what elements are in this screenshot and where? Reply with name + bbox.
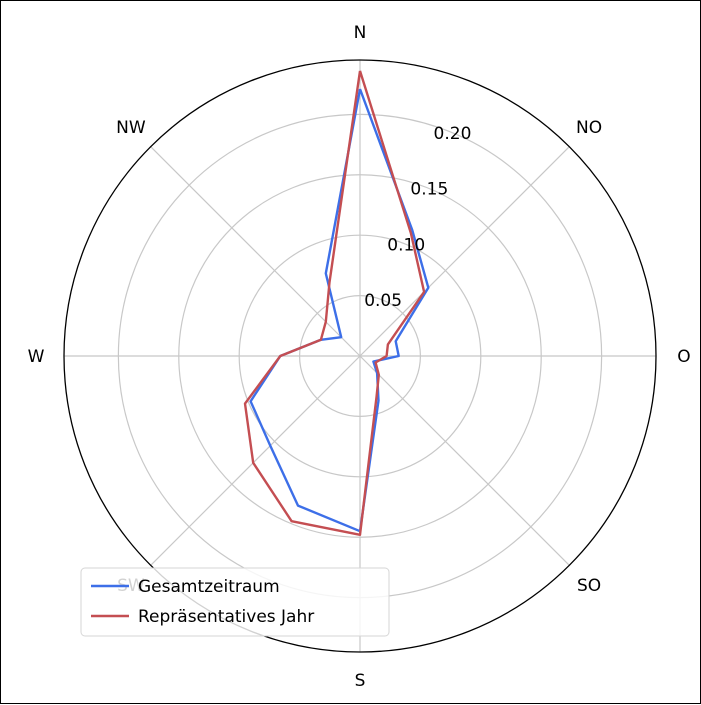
r-tick-label: 0.05 xyxy=(364,291,402,311)
series-layer xyxy=(243,70,430,536)
direction-label: S xyxy=(355,671,366,691)
direction-label: W xyxy=(28,347,45,367)
legend-label: Gesamtzeitraum xyxy=(138,577,280,597)
grid-layer xyxy=(63,59,657,653)
series-line xyxy=(243,70,426,536)
grid-spoke xyxy=(150,355,361,566)
direction-label: NW xyxy=(116,118,146,138)
direction-label: O xyxy=(677,347,690,367)
outer-boundary xyxy=(63,59,657,653)
grid-spoke xyxy=(359,146,570,357)
grid-spoke xyxy=(359,355,570,566)
direction-label: N xyxy=(354,23,367,43)
r-tick-label: 0.15 xyxy=(410,180,448,200)
legend: Gesamtzeitraum Repräsentatives Jahr xyxy=(80,567,390,637)
legend-box xyxy=(80,567,390,637)
direction-label: NO xyxy=(576,118,602,138)
direction-label: SO xyxy=(577,576,601,596)
r-tick-label: 0.10 xyxy=(387,235,425,255)
legend-label: Repräsentatives Jahr xyxy=(138,607,314,627)
r-tick-label: 0.20 xyxy=(434,124,472,144)
